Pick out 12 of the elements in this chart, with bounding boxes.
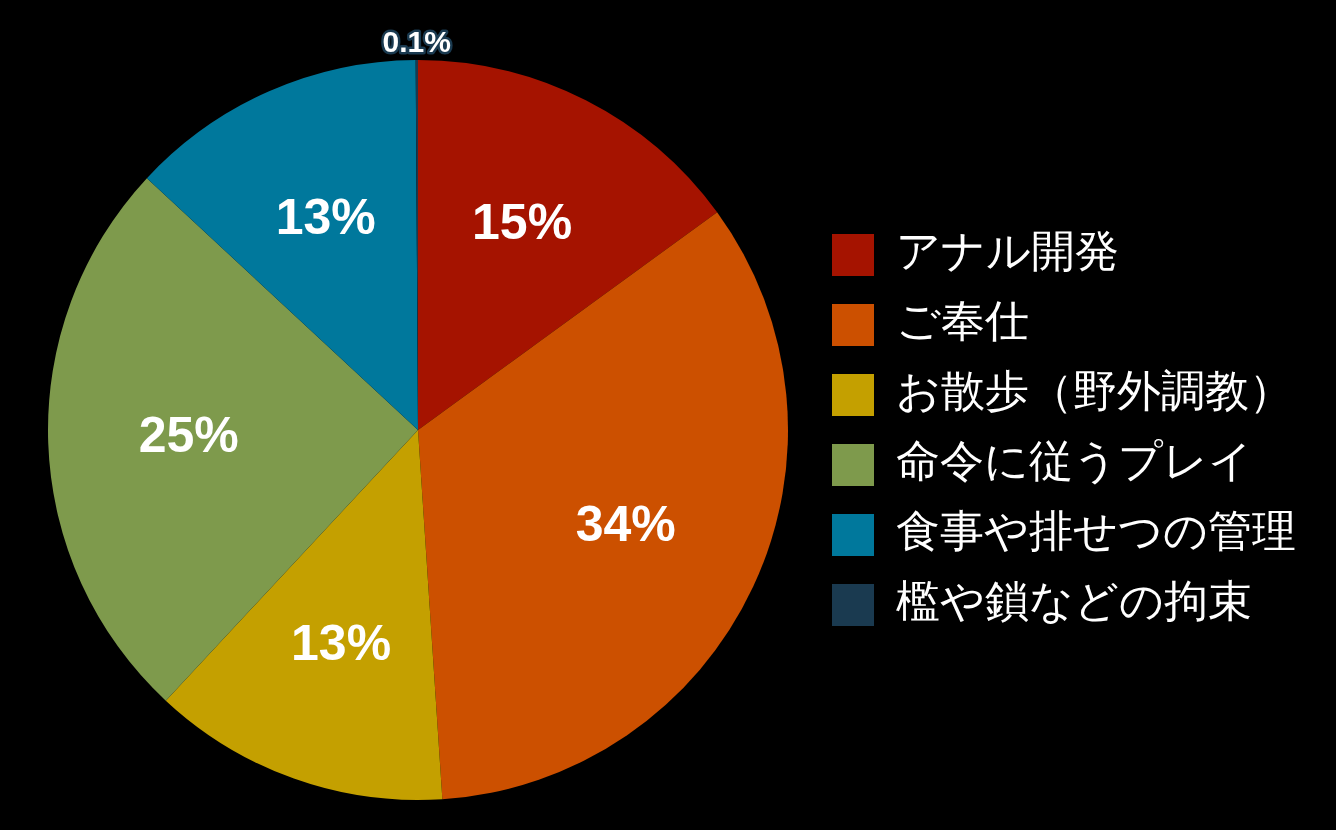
data-label: 0.1% — [382, 25, 451, 59]
legend-label: ご奉仕 — [896, 295, 1029, 347]
data-label: 13% — [275, 188, 376, 245]
data-label: 34% — [575, 496, 676, 553]
data-label: 15% — [472, 194, 573, 251]
data-label: 25% — [138, 407, 239, 464]
data-label: 13% — [291, 614, 392, 671]
legend-label: アナル開発 — [896, 225, 1119, 277]
legend-label: お散歩（野外調教） — [896, 365, 1293, 417]
legend-label: 檻や鎖などの拘束 — [896, 575, 1252, 627]
legend-label: 食事や排せつの管理 — [896, 505, 1296, 557]
legend-label: 命令に従うプレイ — [896, 435, 1253, 487]
